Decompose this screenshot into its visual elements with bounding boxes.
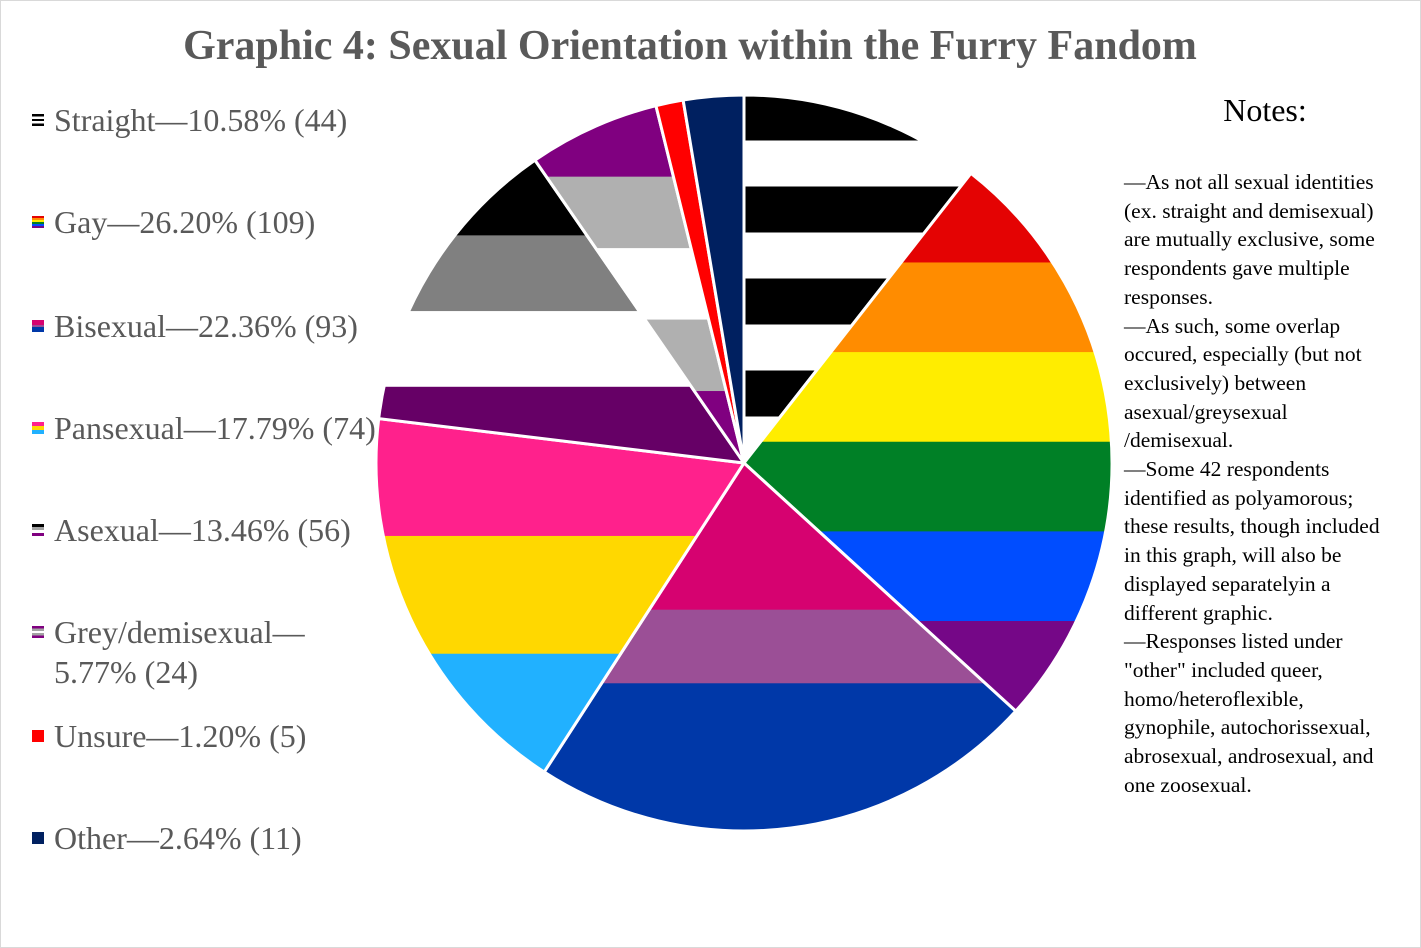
chart-title: Graphic 4: Sexual Orientation within the… xyxy=(183,23,1197,69)
legend-label: Asexual—13.46% (56) xyxy=(54,512,351,548)
notes-title: Notes: xyxy=(1223,92,1307,128)
legend-label: Unsure—1.20% (5) xyxy=(54,718,307,754)
legend-label: Pansexual—17.79% (74) xyxy=(54,410,376,446)
pie-slice-border xyxy=(681,93,746,464)
legend-swatch xyxy=(32,216,44,228)
pie-slice-border xyxy=(377,158,748,465)
pie-slice-border xyxy=(742,93,974,468)
notes-body: —As not all sexual identities (ex. strai… xyxy=(1124,168,1399,799)
pie-slice-border xyxy=(532,103,746,464)
legend-label: Straight—10.58% (44) xyxy=(54,102,348,138)
legend-swatch xyxy=(32,730,44,742)
legend-swatch xyxy=(32,524,44,536)
legend-label: Grey/demisexual—5.77% (24) xyxy=(54,614,305,690)
pie-slice-border xyxy=(741,171,1114,714)
note-line: —Some 42 respondents identified as polya… xyxy=(1124,457,1380,625)
slice-stripe xyxy=(544,756,1016,831)
pie-slice-border xyxy=(374,416,747,775)
legend-swatch xyxy=(32,626,44,638)
note-line: —As not all sexual identities (ex. strai… xyxy=(1124,170,1375,309)
legend-swatch xyxy=(32,114,44,126)
legend-swatch xyxy=(32,422,44,434)
note-line: —Responses listed under "other" included… xyxy=(1124,629,1374,797)
legend-label: Gay—26.20% (109) xyxy=(54,204,316,240)
legend-swatch xyxy=(32,832,44,844)
slice-stripe xyxy=(544,683,1016,758)
note-line: —As such, some overlap occured, especial… xyxy=(1124,313,1362,453)
legend-swatch xyxy=(32,320,44,332)
pie-slice-border xyxy=(542,460,1018,833)
legend-label: Bisexual—22.36% (93) xyxy=(54,308,358,344)
legend-label: Other—2.64% (11) xyxy=(54,820,302,856)
